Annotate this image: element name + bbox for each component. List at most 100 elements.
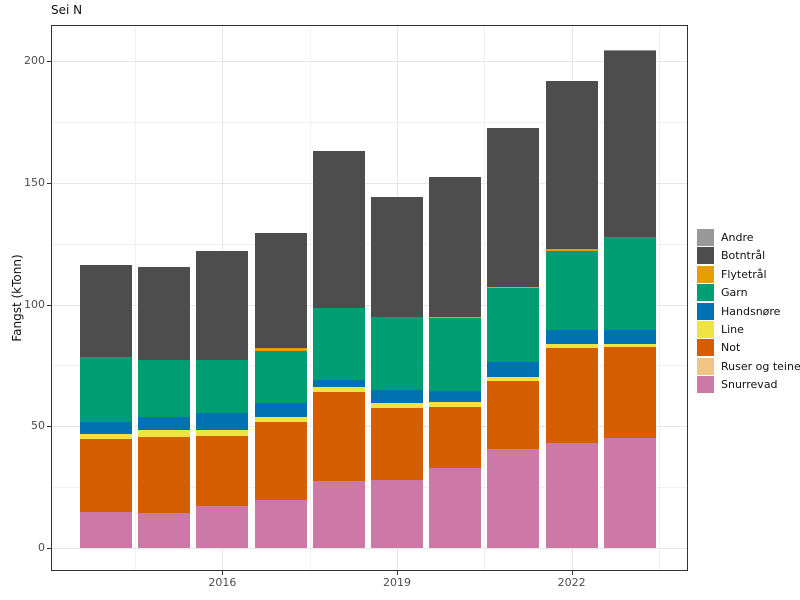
bar-2023-garn	[603, 237, 656, 330]
bar-2015-not	[138, 437, 191, 513]
bar-2018-snurrevad	[312, 481, 365, 548]
y-axis-tick	[47, 304, 51, 306]
bar-2021-flytetral	[487, 286, 540, 289]
bar-2023-andre	[603, 50, 656, 52]
bar-2022-botntral	[545, 80, 598, 249]
y-axis-tick-label: 200	[24, 54, 45, 68]
y-axis-tick	[47, 182, 51, 184]
bar-2019-snurrevad	[371, 480, 423, 548]
gridline-y-major	[52, 61, 687, 63]
bar-2015-garn	[138, 359, 191, 417]
bar-2014-not	[80, 438, 132, 512]
gridline-y-major	[52, 426, 687, 428]
bar-2021-not	[487, 381, 540, 450]
bar-2023-not	[603, 346, 656, 439]
legend-label: Handsnøre	[721, 304, 781, 318]
bar-2022-not	[545, 347, 598, 443]
bar-2014-handsnore	[80, 421, 132, 434]
bar-2021-garn	[487, 288, 540, 362]
bar-2020-flytetral	[429, 316, 482, 319]
y-axis-tick-label: 100	[24, 297, 45, 311]
bar-2020-handsnore	[429, 390, 482, 402]
legend-swatch-garn	[697, 284, 714, 302]
bar-2022-handsnore	[545, 329, 598, 345]
legend-label: Not	[721, 341, 741, 355]
bar-2019-botntral	[371, 196, 423, 317]
bar-2018-not	[312, 392, 365, 482]
bar-2021-line	[487, 376, 540, 382]
y-axis-tick-label: 50	[31, 419, 45, 433]
legend-swatch-flytetral	[697, 265, 714, 283]
bar-2018-botntral	[312, 150, 365, 309]
x-axis-tick	[571, 571, 573, 575]
y-axis-tick	[47, 548, 51, 549]
legend-label: Snurrevad	[721, 378, 778, 392]
bar-2023-snurrevad	[603, 438, 656, 548]
bar-2023-line	[603, 344, 656, 347]
bar-2023-botntral	[603, 51, 656, 238]
bar-2022-flytetral	[545, 248, 598, 252]
gridline-x-minor	[135, 26, 137, 570]
bar-2021-handsnore	[487, 361, 540, 377]
legend-label: Flytetrål	[721, 267, 767, 281]
bar-2014-snurrevad	[80, 511, 132, 548]
gridline-y-minor	[52, 487, 687, 489]
x-axis-tick	[397, 571, 398, 575]
x-axis-tick-label: 2019	[383, 576, 411, 589]
legend-label: Garn	[721, 286, 748, 300]
plot-panel	[51, 25, 688, 571]
plot-title: Sei N	[51, 3, 83, 17]
legend-swatch-snurrevad	[697, 376, 714, 394]
legend-swatch-andre	[697, 229, 714, 246]
bar-2022-garn	[545, 251, 598, 330]
legend-swatch-not	[697, 339, 714, 357]
bar-2021-snurrevad	[487, 449, 540, 548]
y-axis-tick-label: 0	[38, 541, 45, 554]
bar-2018-handsnore	[312, 380, 365, 388]
bar-2020-line	[429, 401, 482, 408]
legend-swatch-line	[697, 321, 714, 338]
bar-2015-snurrevad	[138, 512, 191, 548]
gridline-y-major	[52, 548, 687, 549]
legend-swatch-ruser-og-teiner	[697, 357, 714, 375]
bar-2016-botntral	[196, 250, 249, 360]
gridline-x-minor	[484, 26, 486, 570]
gridline-y-minor	[52, 122, 687, 124]
y-axis-tick	[47, 61, 51, 63]
bar-2015-handsnore	[138, 416, 191, 431]
gridline-y-minor	[52, 365, 687, 367]
y-axis-tick-label: 150	[24, 175, 45, 189]
bar-2016-snurrevad	[196, 505, 249, 548]
bar-2016-not	[196, 436, 249, 506]
bar-2020-snurrevad	[429, 468, 482, 548]
bar-2017-flytetral	[254, 347, 307, 351]
bar-2019-line	[371, 402, 423, 409]
bar-2017-not	[254, 421, 307, 501]
legend-label: Ruser og teiner	[721, 359, 800, 373]
bar-2015-botntral	[138, 266, 191, 360]
bar-2017-garn	[254, 350, 307, 403]
bar-2017-botntral	[254, 232, 307, 348]
gridline-y-minor	[52, 243, 687, 245]
bar-2016-handsnore	[196, 412, 249, 430]
bar-2019-not	[371, 408, 423, 481]
bar-2017-line	[254, 417, 307, 422]
x-axis-tick-label: 2016	[208, 576, 237, 589]
bar-2019-handsnore	[371, 390, 423, 403]
bar-2014-line	[80, 433, 132, 439]
x-axis-tick-label: 2022	[557, 576, 586, 589]
legend-swatch-handsnore	[697, 302, 714, 320]
bar-2016-garn	[196, 359, 249, 413]
bar-2017-handsnore	[254, 402, 307, 418]
gridline-y-major	[52, 182, 687, 184]
x-axis-tick	[222, 571, 224, 575]
gridline-y-major	[52, 304, 687, 306]
bar-2022-line	[545, 344, 598, 348]
bar-2021-botntral	[487, 128, 540, 287]
bar-2020-garn	[429, 318, 482, 391]
legend-label: Andre	[721, 231, 754, 244]
bar-2017-snurrevad	[254, 500, 307, 548]
gridline-x-minor	[658, 26, 660, 570]
bar-2018-line	[312, 387, 365, 392]
gridline-x-minor	[309, 26, 311, 570]
